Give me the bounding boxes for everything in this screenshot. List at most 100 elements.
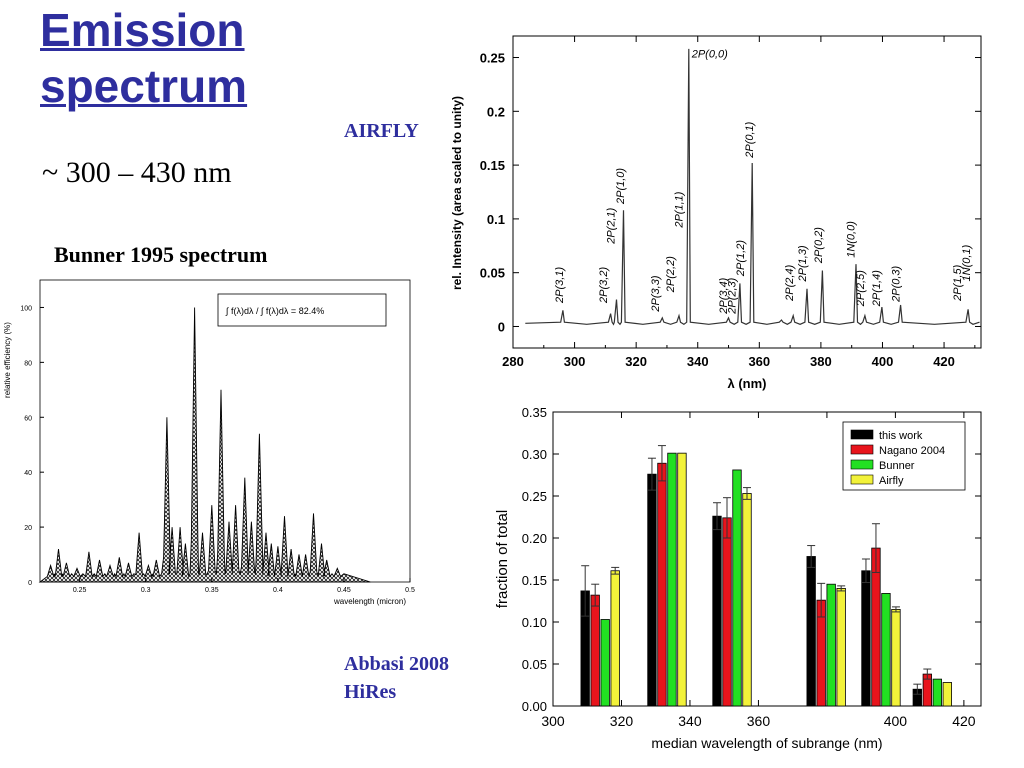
spectrum-line (525, 48, 980, 326)
y-tick-label: 0.15 (480, 158, 505, 173)
y-tick-label: 0.2 (487, 104, 505, 119)
y-tick-label: 0 (498, 319, 505, 334)
bar-bunner (732, 469, 742, 707)
x-tick-label: 0.4 (273, 587, 283, 594)
x-tick-label: 300 (564, 354, 586, 369)
y-axis-label: fraction of total (494, 510, 511, 608)
legend-label: this work (879, 430, 923, 442)
bar-airfly (610, 570, 620, 707)
y-tick-label: 100 (20, 305, 32, 312)
x-tick-label: 280 (502, 354, 524, 369)
x-tick-label: 420 (933, 354, 955, 369)
slide-title: Emission spectrum (40, 2, 280, 114)
y-tick-label: 0.05 (480, 266, 505, 281)
bar-bunner (826, 583, 836, 707)
integral-annotation: ∫ f(λ)dλ / ∫ f(λ)dλ = 82.4% (217, 293, 387, 327)
x-tick-label: 0.3 (141, 587, 151, 594)
bar-this-work (712, 515, 722, 707)
bar-bunner (667, 452, 677, 707)
spectrum-area (38, 307, 371, 583)
bar-airfly (836, 587, 846, 707)
peak-label: 2P(3,2) (598, 267, 610, 304)
peak-label: 2P(0,2) (813, 227, 825, 264)
legend: this work Nagano 2004 Bunner Airfly (842, 421, 966, 491)
x-axis-label: median wavelength of subrange (nm) (651, 735, 882, 751)
airfly-spectrum-chart: 280 300 320 340 360 380 400 420 0 0.05 0.1 0.15 0.2 0… (450, 35, 982, 391)
x-tick-label: 340 (678, 713, 702, 729)
legend-swatch (850, 474, 874, 485)
x-tick-label: 0.35 (205, 587, 219, 594)
airfly-caption: AIRFLY (344, 120, 419, 142)
bar-bunner (881, 593, 891, 707)
bar-airfly (677, 452, 687, 707)
bunner-caption: Bunner 1995 spectrum (54, 242, 268, 267)
bar-airfly (942, 682, 952, 707)
y-tick-label: 20 (24, 525, 32, 532)
bunner-spectrum-chart: 0.25 0.3 0.35 0.4 0.45 0.5 0 20 40 60 80 100 wavelen… (3, 279, 415, 606)
x-tick-label: 0.45 (337, 587, 351, 594)
y-tick-label: 0.20 (522, 531, 547, 546)
bar-bunner (600, 619, 610, 707)
peak-label: 2P(3,4) (718, 277, 730, 314)
y-tick-label: 0 (28, 580, 32, 587)
y-tick-label: 0.35 (522, 405, 547, 420)
peak-label: 2P(3,3) (650, 275, 662, 312)
wavelength-range: ~ 300 – 430 nm (42, 156, 232, 189)
bar-airfly (891, 608, 901, 707)
peak-label: 2P(1,4) (871, 270, 883, 307)
x-tick-label: 320 (625, 354, 647, 369)
peak-label: 2P(1,5) (952, 264, 964, 301)
peak-label: 2P(2,3) (727, 277, 739, 314)
abbasi-caption: Abbasi 2008 HiRes (344, 650, 449, 706)
legend-swatch (850, 444, 874, 455)
x-axis-label: wavelength (micron) (333, 597, 406, 606)
peak-label: 2P(0,1) (744, 121, 756, 158)
x-tick-label: 320 (610, 713, 634, 729)
bar-nagano-2004 (722, 517, 732, 707)
y-tick-label: 0.25 (522, 489, 547, 504)
peak-label: 2P(1,2) (735, 240, 747, 277)
y-axis-label: relative efficiency (%) (3, 322, 12, 398)
y-tick-label: 0.1 (487, 212, 505, 227)
peak-label: 2P(2,2) (665, 256, 677, 293)
bar-this-work (861, 570, 871, 707)
annotation-box (217, 293, 387, 327)
bar-this-work (647, 473, 657, 707)
bar-airfly (742, 493, 752, 707)
abbasi-bar-chart: 0.00 0.05 0.10 0.15 0.20 0.25 0.30 0.35 300 320 34… (494, 405, 982, 751)
x-tick-label: 0.25 (73, 587, 87, 594)
annotation-text: ∫ f(λ)dλ / ∫ f(λ)dλ = 82.4% (225, 306, 324, 316)
x-tick-label: 340 (687, 354, 709, 369)
y-axis-label: rel. Intensity (area scaled to unity) (450, 96, 464, 290)
peak-label: 2P(1,0) (615, 168, 627, 205)
y-tick-label: 0.05 (522, 657, 547, 672)
abbasi-caption-line-1: Abbasi 2008 (344, 653, 450, 675)
y-tick-label: 60 (24, 415, 32, 422)
peak-label: 2P(2,1) (606, 207, 618, 244)
peak-label: 2P(1,3) (797, 245, 809, 282)
peak-label: 2P(0,3) (890, 265, 902, 302)
x-axis-label: λ (nm) (728, 376, 767, 391)
abbasi-caption-line-2: HiRes (344, 681, 397, 703)
legend-label: Airfly (879, 475, 904, 487)
y-tick-label: 80 (24, 360, 32, 367)
peak-label: 2P(1,1) (673, 191, 685, 228)
title-line-1: Emission (40, 4, 245, 56)
x-tick-label: 400 (884, 713, 908, 729)
legend-label: Bunner (879, 460, 915, 472)
x-tick-label: 380 (810, 354, 832, 369)
y-tick-label: 40 (24, 470, 32, 477)
x-tick-label: 300 (541, 713, 565, 729)
bar-nagano-2004 (590, 594, 600, 707)
title-line-2: spectrum (40, 60, 248, 112)
y-tick-label: 0.00 (522, 699, 547, 714)
bar-this-work (806, 556, 816, 707)
y-tick-label: 0.25 (480, 51, 505, 66)
plot-frame (512, 35, 982, 349)
legend-swatch (850, 429, 874, 440)
peak-label: 2P(3,1) (554, 267, 566, 304)
peak-label: 1N(0,0) (846, 221, 858, 258)
x-tick-label: 400 (872, 354, 894, 369)
peak-label: 2P(2,4) (784, 264, 796, 301)
y-tick-label: 0.15 (522, 573, 547, 588)
